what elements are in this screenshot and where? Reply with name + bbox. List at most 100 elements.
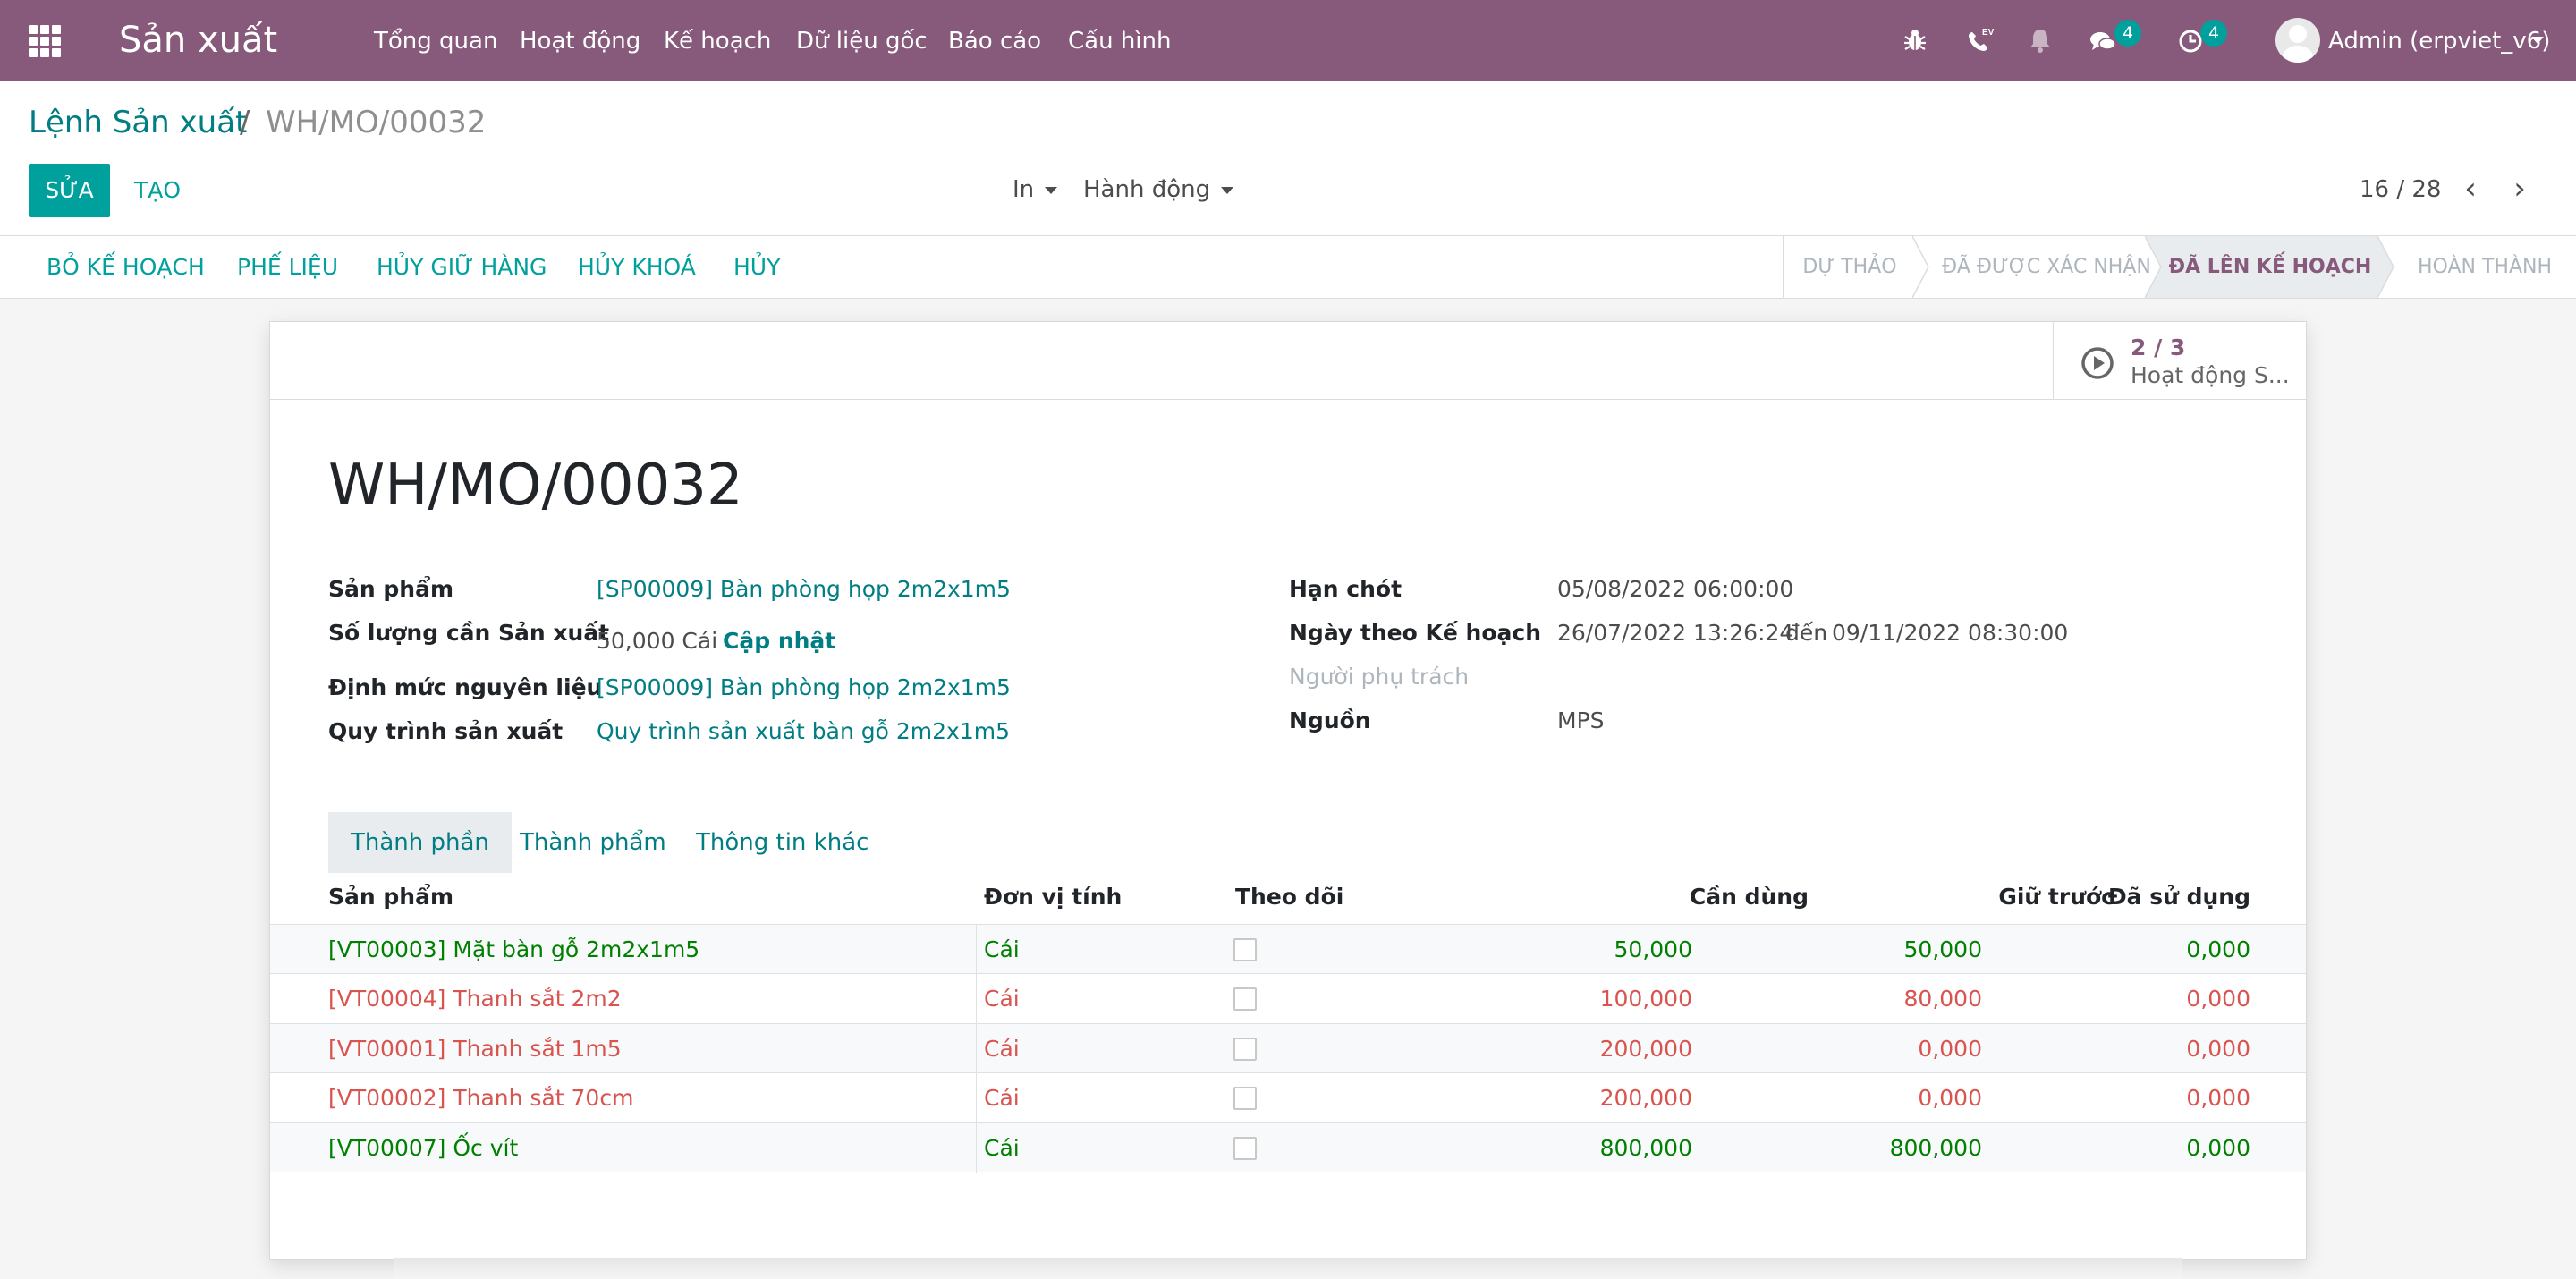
cell-uom: Cái <box>984 1085 1020 1111</box>
unreserve-button[interactable]: HỦY GIỮ HÀNG <box>377 254 547 280</box>
tracking-checkbox[interactable] <box>1233 1137 1257 1160</box>
cell-uom: Cái <box>984 986 1020 1012</box>
pager-value[interactable]: 16 / 28 <box>2360 176 2442 203</box>
cell-product: [VT00004] Thanh sắt 2m2 <box>328 986 622 1012</box>
tracking-checkbox[interactable] <box>1233 987 1257 1011</box>
bug-icon[interactable] <box>1900 24 1930 56</box>
pager-next-icon[interactable]: › <box>2513 171 2526 207</box>
svg-text:EV: EV <box>1982 28 1995 38</box>
column-separator <box>976 1073 977 1122</box>
column-header-tracking[interactable]: Theo dõi <box>1235 884 1344 910</box>
deadline-label: Hạn chót <box>1289 576 1402 602</box>
column-header-product[interactable]: Sản phẩm <box>328 884 453 910</box>
product-value[interactable]: [SP00009] Bàn phòng họp 2m2x1m5 <box>597 576 1011 602</box>
control-panel: Lệnh Sản xuất / WH/MO/00032 SỬA TẠO In H… <box>0 81 2576 235</box>
planned-end-value: 09/11/2022 08:30:00 <box>1832 620 2069 646</box>
unlock-button[interactable]: HỦY KHOÁ <box>578 254 696 280</box>
menu-planning[interactable]: Kế hoạch <box>664 28 772 55</box>
bell-icon[interactable] <box>2025 24 2055 56</box>
cell-reserved: 50,000 <box>1903 936 1982 962</box>
cell-to-consume: 200,000 <box>1599 1085 1692 1111</box>
table-row[interactable]: [VT00007] Ốc vít Cái 800,000 800,000 0,000 <box>270 1122 2306 1173</box>
cell-to-consume: 100,000 <box>1599 986 1692 1012</box>
quantity-value: 50,000 Cái <box>597 628 718 654</box>
action-dropdown[interactable]: Hành động <box>1083 172 1234 208</box>
update-quantity-button[interactable]: Cập nhật <box>723 628 836 654</box>
user-menu-caret-icon[interactable] <box>2531 37 2544 44</box>
print-dropdown[interactable]: In <box>1013 172 1058 208</box>
top-navbar: Sản xuất Tổng quan Hoạt động Kế hoạch Dữ… <box>0 0 2576 81</box>
cell-to-consume: 200,000 <box>1599 1036 1692 1062</box>
planned-start-value: 26/07/2022 13:26:24 <box>1557 620 1794 646</box>
messages-count-badge: 4 <box>2114 20 2141 47</box>
product-label: Sản phẩm <box>328 576 453 602</box>
table-row[interactable]: [VT00001] Thanh sắt 1m5 Cái 200,000 0,000 0,… <box>270 1023 2306 1073</box>
user-avatar[interactable] <box>2275 18 2320 63</box>
stage-planned: ĐÃ LÊN KẾ HOẠCH <box>2163 236 2377 298</box>
pager-previous-icon[interactable]: ‹ <box>2464 171 2477 207</box>
cell-product: [VT00003] Mặt bàn gỗ 2m2x1m5 <box>328 936 700 962</box>
tracking-checkbox[interactable] <box>1233 1087 1257 1110</box>
print-dropdown-label: In <box>1013 176 1035 203</box>
quantity-label: Số lượng cần Sản xuất <box>328 620 610 646</box>
column-header-uom[interactable]: Đơn vị tính <box>984 884 1123 910</box>
menu-overview[interactable]: Tổng quan <box>374 28 498 55</box>
tracking-checkbox[interactable] <box>1233 1038 1257 1061</box>
column-separator <box>976 1024 977 1073</box>
smart-button-value: 2 / 3 <box>2131 335 2186 360</box>
status-bar: BỎ KẾ HOẠCH PHẾ LIỆU HỦY GIỮ HÀNG HỦY KH… <box>0 235 2576 299</box>
stage-draft[interactable]: DỰ THẢO <box>1802 256 1897 278</box>
edit-button[interactable]: SỬA <box>29 164 110 217</box>
cell-to-consume: 800,000 <box>1599 1135 1692 1161</box>
table-row[interactable]: [VT00004] Thanh sắt 2m2 Cái 100,000 80,000 0… <box>270 973 2306 1023</box>
create-button[interactable]: TẠO <box>134 177 182 203</box>
app-brand[interactable]: Sản xuất <box>119 20 278 61</box>
tab-components[interactable]: Thành phần <box>328 812 512 873</box>
activities-clock-icon[interactable] <box>2175 24 2206 56</box>
messages-icon[interactable] <box>2088 24 2118 56</box>
scrap-button[interactable]: PHẾ LIỆU <box>237 254 339 280</box>
cancel-button[interactable]: HỦY <box>733 254 781 280</box>
menu-reporting[interactable]: Báo cáo <box>948 28 1042 55</box>
smart-button-label: Hoạt động S... <box>2131 362 2290 388</box>
column-header-consumed[interactable]: Đã sử dụng <box>2107 884 2250 910</box>
column-separator <box>976 925 977 974</box>
stage-confirmed[interactable]: ĐÃ ĐƯỢC XÁC NHẬN <box>1942 256 2151 278</box>
tab-miscellaneous[interactable]: Thông tin khác <box>696 829 869 856</box>
planned-to-text: đến <box>1785 620 1828 646</box>
column-separator <box>976 1123 977 1173</box>
cell-reserved: 0,000 <box>1918 1085 1982 1111</box>
routing-label: Quy trình sản xuất <box>328 718 564 744</box>
responsible-label: Người phụ trách <box>1289 664 1470 690</box>
column-header-reserved[interactable]: Giữ trước <box>1998 884 2114 910</box>
cell-uom: Cái <box>984 936 1020 962</box>
column-separator <box>976 974 977 1023</box>
menu-master-data[interactable]: Dữ liệu gốc <box>796 28 928 55</box>
workorders-smart-button[interactable]: 2 / 3 Hoạt động S... <box>2053 322 2306 400</box>
cell-uom: Cái <box>984 1036 1020 1062</box>
origin-label: Nguồn <box>1289 707 1371 733</box>
tab-finished-products[interactable]: Thành phẩm <box>520 829 666 856</box>
stage-chevron-icon <box>1912 236 1929 298</box>
cell-product: [VT00002] Thanh sắt 70cm <box>328 1085 634 1111</box>
menu-operations[interactable]: Hoạt động <box>520 28 641 55</box>
routing-value[interactable]: Quy trình sản xuất bàn gỗ 2m2x1m5 <box>597 718 1010 744</box>
table-row[interactable]: [VT00002] Thanh sắt 70cm Cái 200,000 0,000 0… <box>270 1072 2306 1122</box>
smart-button-box: 2 / 3 Hoạt động S... <box>270 322 2306 400</box>
table-row[interactable]: [VT00003] Mặt bàn gỗ 2m2x1m5 Cái 50,000 50,… <box>270 924 2306 974</box>
user-menu-label[interactable]: Admin (erpviet_v6) <box>2328 28 2551 55</box>
menu-configuration[interactable]: Cấu hình <box>1068 28 1172 55</box>
stage-done[interactable]: HOÀN THÀNH <box>2417 256 2552 278</box>
form-sheet: 2 / 3 Hoạt động S... WH/MO/00032 Sản phẩ… <box>269 321 2307 1260</box>
breadcrumb-current: WH/MO/00032 <box>266 105 487 140</box>
apps-menu-icon[interactable] <box>29 25 61 57</box>
deadline-value: 05/08/2022 06:00:00 <box>1557 576 1794 602</box>
breadcrumb-parent[interactable]: Lệnh Sản xuất <box>29 105 248 140</box>
column-header-to-consume[interactable]: Cần dùng <box>1689 884 1809 910</box>
tracking-checkbox[interactable] <box>1233 938 1257 961</box>
cell-reserved: 0,000 <box>1918 1036 1982 1062</box>
activities-count-badge: 4 <box>2200 20 2227 47</box>
bom-value[interactable]: [SP00009] Bàn phòng họp 2m2x1m5 <box>597 674 1011 700</box>
unplan-button[interactable]: BỎ KẾ HOẠCH <box>47 254 205 280</box>
phone-icon[interactable]: EV <box>1964 24 1995 56</box>
